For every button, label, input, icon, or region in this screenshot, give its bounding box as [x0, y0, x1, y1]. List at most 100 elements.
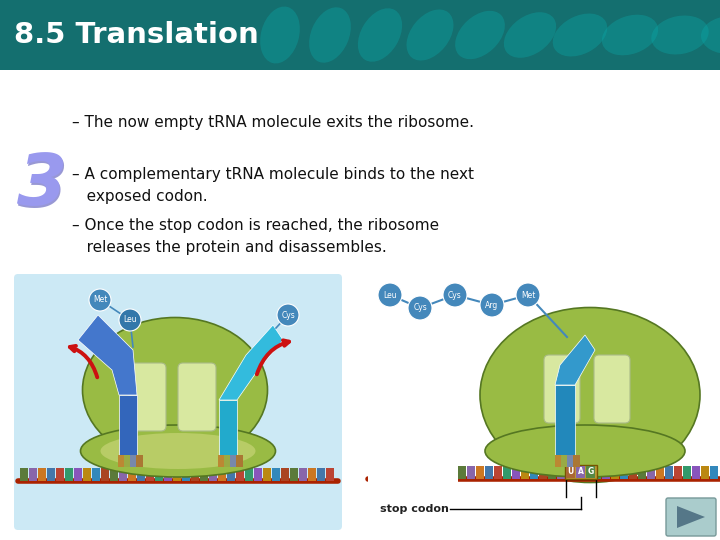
Text: Cys: Cys — [281, 310, 295, 320]
Text: 3: 3 — [18, 152, 68, 221]
Circle shape — [119, 309, 141, 331]
FancyBboxPatch shape — [128, 363, 166, 431]
Circle shape — [480, 293, 504, 317]
Bar — [395, 466, 403, 479]
Text: Arg: Arg — [485, 300, 499, 309]
Bar — [561, 455, 568, 467]
Bar — [136, 455, 143, 467]
Bar — [38, 468, 46, 481]
Bar — [413, 466, 421, 479]
Ellipse shape — [652, 16, 708, 55]
Ellipse shape — [407, 10, 454, 60]
Bar — [368, 424, 458, 484]
Bar — [118, 455, 125, 467]
Bar — [458, 466, 466, 479]
Bar — [326, 468, 334, 481]
Ellipse shape — [101, 433, 256, 469]
Bar — [29, 468, 37, 481]
Ellipse shape — [260, 6, 300, 63]
Bar — [236, 455, 243, 467]
FancyBboxPatch shape — [544, 355, 580, 423]
Bar — [701, 466, 709, 479]
Bar — [710, 466, 718, 479]
Bar — [377, 466, 385, 479]
Bar — [47, 468, 55, 481]
Circle shape — [378, 283, 402, 307]
Bar — [65, 468, 73, 481]
Bar — [548, 466, 556, 479]
Bar — [130, 455, 137, 467]
Bar — [602, 466, 610, 479]
Ellipse shape — [480, 307, 700, 483]
Bar — [567, 455, 574, 467]
Bar — [638, 466, 646, 479]
Text: Cys: Cys — [413, 303, 427, 313]
Bar — [0, 0, 720, 70]
Text: 8.5 Translation: 8.5 Translation — [14, 21, 258, 49]
Circle shape — [89, 289, 111, 311]
Text: Leu: Leu — [123, 315, 137, 325]
Polygon shape — [119, 395, 137, 455]
Bar — [101, 468, 109, 481]
Polygon shape — [219, 400, 237, 455]
Bar — [449, 466, 457, 479]
Bar — [182, 468, 190, 481]
Bar — [575, 466, 583, 479]
Bar — [281, 468, 289, 481]
Bar — [476, 466, 484, 479]
Bar — [565, 465, 597, 479]
Bar — [110, 468, 118, 481]
Text: A: A — [577, 468, 583, 476]
Bar — [124, 455, 131, 467]
Bar — [692, 466, 700, 479]
Polygon shape — [555, 335, 595, 385]
Bar — [218, 468, 226, 481]
Bar — [665, 466, 673, 479]
Text: – The now empty tRNA molecule exits the ribosome.: – The now empty tRNA molecule exits the … — [72, 114, 474, 130]
Bar — [191, 468, 199, 481]
Bar — [272, 468, 280, 481]
Bar — [422, 466, 430, 479]
Bar — [290, 468, 298, 481]
Bar — [128, 468, 136, 481]
Ellipse shape — [309, 8, 351, 63]
Bar — [227, 468, 235, 481]
Ellipse shape — [455, 11, 505, 59]
Bar — [0, 0, 720, 70]
FancyBboxPatch shape — [14, 274, 342, 530]
Bar — [566, 466, 574, 479]
Bar — [56, 468, 64, 481]
Bar — [200, 468, 208, 481]
Bar — [254, 468, 262, 481]
Bar — [593, 466, 601, 479]
Bar — [137, 468, 145, 481]
Polygon shape — [219, 325, 283, 400]
Circle shape — [408, 296, 432, 320]
Ellipse shape — [701, 16, 720, 54]
Bar — [146, 468, 154, 481]
Bar — [586, 466, 595, 478]
Ellipse shape — [504, 12, 556, 58]
Bar — [674, 466, 682, 479]
Text: 3: 3 — [17, 151, 67, 219]
Bar — [576, 466, 585, 478]
Bar — [611, 466, 619, 479]
Bar — [404, 466, 412, 479]
Bar — [440, 466, 448, 479]
Bar — [573, 455, 580, 467]
Circle shape — [277, 304, 299, 326]
Text: stop codon: stop codon — [380, 504, 449, 514]
Bar — [224, 455, 231, 467]
Bar — [245, 468, 253, 481]
FancyBboxPatch shape — [666, 498, 716, 536]
Bar — [299, 468, 307, 481]
Bar — [555, 455, 562, 467]
Bar — [209, 468, 217, 481]
Bar — [386, 466, 394, 479]
Bar — [368, 270, 458, 520]
Bar — [173, 468, 181, 481]
Bar — [629, 466, 637, 479]
Circle shape — [516, 283, 540, 307]
Bar — [20, 468, 28, 481]
Polygon shape — [555, 385, 575, 455]
